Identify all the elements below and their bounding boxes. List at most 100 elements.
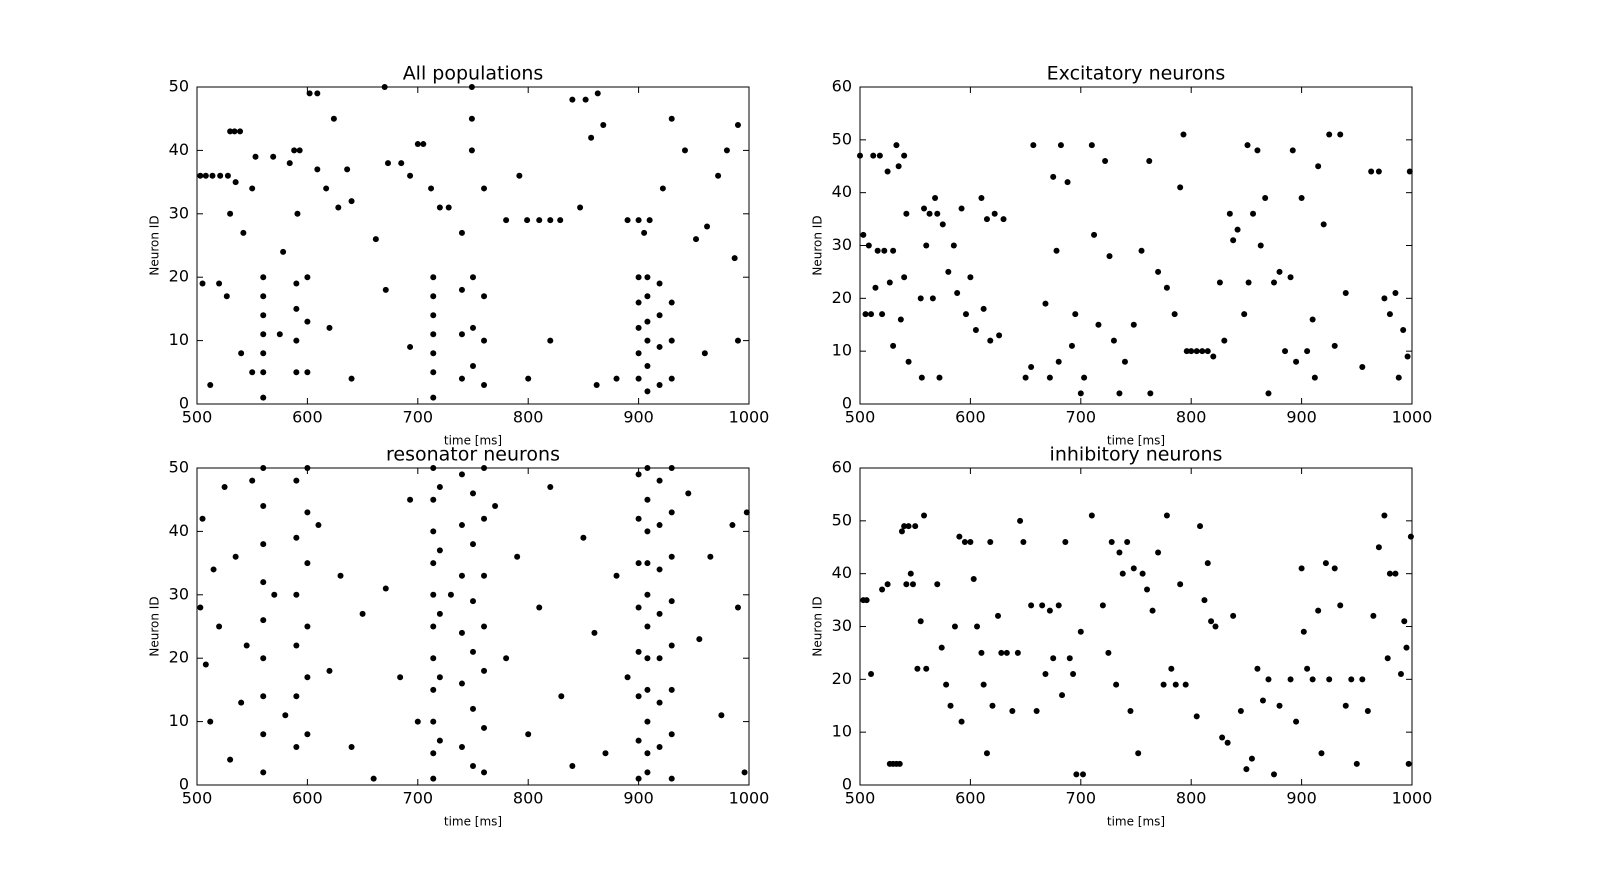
spike bbox=[260, 769, 267, 776]
spike bbox=[1219, 734, 1226, 741]
y-tick-label: 20 bbox=[169, 267, 189, 286]
spike bbox=[249, 369, 256, 376]
spike bbox=[231, 128, 238, 135]
spike bbox=[430, 655, 437, 662]
spike bbox=[974, 623, 981, 630]
spike bbox=[293, 280, 300, 287]
spike bbox=[525, 375, 532, 382]
spike bbox=[414, 141, 421, 148]
spike bbox=[503, 655, 510, 662]
spike bbox=[238, 350, 245, 357]
x-tick-label: 500 bbox=[182, 408, 213, 427]
spike bbox=[1072, 311, 1079, 318]
x-tick-label: 800 bbox=[513, 789, 544, 808]
spike bbox=[428, 185, 435, 192]
spike bbox=[282, 712, 289, 719]
spike bbox=[1095, 321, 1102, 328]
spike bbox=[961, 538, 968, 545]
spike bbox=[693, 236, 700, 243]
spike bbox=[1077, 390, 1084, 397]
spike bbox=[1212, 623, 1219, 630]
spike bbox=[681, 147, 688, 154]
spike bbox=[293, 642, 300, 649]
x-axis-label: time [ms] bbox=[444, 815, 502, 829]
spike bbox=[1392, 570, 1399, 577]
spike bbox=[1407, 533, 1414, 540]
x-tick-label: 600 bbox=[292, 408, 323, 427]
spike bbox=[1046, 607, 1053, 614]
spike bbox=[344, 166, 351, 173]
spike bbox=[1403, 644, 1410, 651]
spike bbox=[991, 210, 998, 217]
spike bbox=[958, 718, 965, 725]
chart-title: resonator neurons bbox=[386, 444, 560, 466]
plot-frame bbox=[196, 467, 750, 786]
spike bbox=[293, 693, 300, 700]
spike bbox=[1370, 612, 1377, 619]
spike bbox=[1400, 327, 1407, 334]
spike bbox=[967, 274, 974, 281]
spike bbox=[923, 242, 930, 249]
spike bbox=[696, 636, 703, 643]
spike bbox=[635, 350, 642, 357]
spike bbox=[886, 279, 893, 286]
spike bbox=[243, 642, 250, 649]
spike bbox=[1116, 549, 1123, 556]
spike bbox=[1230, 612, 1237, 619]
spike bbox=[921, 512, 928, 519]
spike bbox=[734, 122, 741, 129]
spike bbox=[314, 90, 321, 97]
x-tick-label: 500 bbox=[845, 408, 876, 427]
x-tick-label: 900 bbox=[1286, 789, 1317, 808]
spike bbox=[481, 293, 488, 300]
spike bbox=[430, 274, 437, 281]
spike bbox=[876, 152, 883, 159]
spike bbox=[1386, 311, 1393, 318]
spike bbox=[1375, 168, 1382, 175]
spike bbox=[644, 718, 651, 725]
spike bbox=[656, 343, 663, 350]
spike bbox=[1326, 676, 1333, 683]
spike bbox=[430, 331, 437, 338]
spike bbox=[1318, 750, 1325, 757]
spike bbox=[644, 528, 651, 535]
spike bbox=[430, 560, 437, 567]
spike bbox=[1168, 665, 1175, 672]
spike bbox=[1121, 358, 1128, 365]
spike bbox=[912, 523, 919, 530]
spike bbox=[624, 217, 631, 224]
spike bbox=[1276, 268, 1283, 275]
spike bbox=[323, 185, 330, 192]
spike bbox=[970, 575, 977, 582]
spike bbox=[635, 274, 642, 281]
spike bbox=[905, 358, 912, 365]
spike bbox=[978, 194, 985, 201]
spike bbox=[1287, 676, 1294, 683]
spike bbox=[893, 142, 900, 149]
spike bbox=[635, 648, 642, 655]
spike bbox=[1180, 131, 1187, 138]
spike bbox=[656, 522, 663, 529]
spike bbox=[348, 375, 355, 382]
spike bbox=[382, 585, 389, 592]
spike bbox=[1364, 708, 1371, 715]
spike bbox=[936, 374, 943, 381]
spike bbox=[917, 295, 924, 302]
spike bbox=[1070, 671, 1077, 678]
spike bbox=[718, 712, 725, 719]
spike bbox=[635, 604, 642, 611]
spike bbox=[602, 750, 609, 757]
spike bbox=[1057, 142, 1064, 149]
spike bbox=[1144, 586, 1151, 593]
spike bbox=[704, 223, 711, 230]
spike bbox=[1331, 342, 1338, 349]
spike bbox=[199, 280, 206, 287]
x-tick-label: 500 bbox=[845, 789, 876, 808]
spike bbox=[1183, 348, 1190, 355]
spike bbox=[1237, 708, 1244, 715]
spike bbox=[260, 731, 267, 738]
spike bbox=[870, 152, 877, 159]
spike bbox=[458, 743, 465, 750]
spike bbox=[481, 381, 488, 388]
spike bbox=[514, 553, 521, 560]
